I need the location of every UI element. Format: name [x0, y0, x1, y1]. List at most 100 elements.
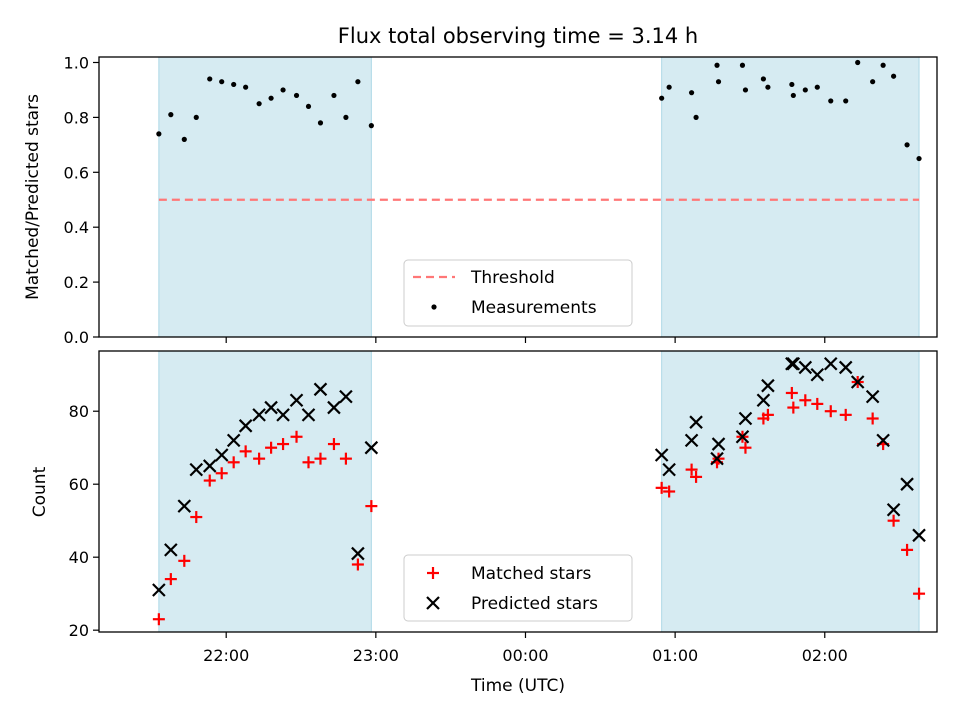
predicted-stars-point	[364, 440, 379, 455]
predicted-stars-point	[654, 448, 669, 462]
count-xtick-label: 00:00	[502, 646, 548, 665]
measurement-point	[790, 92, 796, 99]
measurement-point	[828, 98, 834, 104]
matched-stars-point	[178, 554, 191, 567]
count-ytick-label: 20	[69, 621, 89, 640]
matched-stars-point	[339, 452, 352, 465]
count-panel: 20 40 60 80 22:00 23:00 00:00 01:00 02:00 Count…	[30, 350, 938, 696]
count-legend: Matched stars Predicted stars	[403, 554, 633, 622]
measurement-point	[714, 62, 720, 68]
matched-stars-point	[203, 474, 216, 487]
predicted-stars-point	[823, 356, 838, 371]
ratio-ytick-label: 0.6	[64, 163, 89, 182]
ratio-ytick-label: 0.8	[64, 108, 89, 127]
matched-stars-point	[785, 386, 798, 399]
measurement-point	[688, 90, 695, 96]
matched-stars-point	[901, 543, 914, 556]
predicted-stars-point	[252, 408, 266, 422]
ratio-panel-frame	[98, 56, 938, 338]
measurement-point	[193, 114, 199, 120]
matched-stars-point	[761, 408, 774, 421]
predicted-stars-point	[850, 375, 865, 389]
measurement-point	[715, 79, 722, 85]
matched-stars-point	[690, 470, 703, 483]
predicted-stars-point	[684, 433, 699, 448]
predicted-stars-point	[900, 477, 914, 491]
predicted-stars-point	[738, 411, 753, 426]
measurement-point	[880, 62, 886, 68]
predicted-stars-point	[264, 400, 278, 415]
matched-stars-point	[351, 558, 364, 571]
measurement-point	[916, 155, 922, 162]
matched-stars-point	[787, 401, 800, 414]
measurement-point	[355, 79, 361, 85]
predicted-stars-point	[313, 382, 328, 397]
matched-stars-point	[164, 573, 177, 586]
predicted-stars-point	[152, 583, 166, 597]
matched-stars-point	[655, 481, 668, 494]
matched-stars-point	[839, 408, 852, 421]
measurement-point	[256, 101, 262, 107]
measurement-point	[207, 76, 213, 82]
predicted-stars-point	[711, 437, 726, 451]
measurement-point	[368, 123, 374, 129]
matched-stars-point	[314, 452, 327, 465]
predicted-stars-point	[810, 367, 825, 382]
matched-stars-point	[327, 438, 340, 451]
measurement-point	[305, 103, 312, 110]
predicted-stars-point	[226, 433, 241, 448]
ratio-ytick-label: 0.2	[64, 273, 89, 292]
measurement-point	[268, 95, 274, 101]
measurement-point	[891, 73, 897, 79]
measurement-point	[760, 76, 767, 82]
measurement-point	[331, 92, 337, 99]
predicted-stars-point	[202, 459, 217, 473]
count-observing-span	[661, 350, 920, 633]
measurement-point	[168, 112, 174, 118]
predicted-stars-point	[912, 528, 926, 543]
ratio-legend: Threshold Measurements	[403, 259, 633, 327]
measurement-point	[843, 98, 849, 104]
count-xtick-label: 02:00	[802, 646, 848, 665]
count-ytick-label: 40	[69, 548, 89, 567]
measurement-point	[904, 142, 910, 148]
predicted-stars-point	[214, 448, 229, 462]
predicted-stars-point	[786, 356, 801, 371]
matched-stars-point	[215, 467, 228, 480]
predicted-stars-point	[327, 400, 341, 415]
predicted-stars-point	[189, 462, 204, 477]
matched-stars-point	[866, 412, 879, 425]
predicted-stars-point	[351, 546, 365, 561]
predicted-stars-point	[735, 429, 750, 444]
measurement-point	[742, 87, 749, 93]
predicted-stars-point	[876, 433, 890, 448]
predicted-stars-point	[756, 393, 771, 408]
predicted-stars-point	[301, 408, 316, 422]
matched-stars-point	[685, 463, 698, 476]
measurement-point	[814, 84, 820, 90]
count-ylabel: Count	[30, 466, 50, 517]
predicted-stars-point	[689, 415, 703, 429]
measurement-point	[666, 84, 672, 90]
matched-stars-point	[277, 438, 290, 451]
count-ytick-label: 80	[69, 402, 89, 421]
predicted-stars-point	[289, 393, 304, 408]
measurement-point	[280, 87, 286, 93]
predicted-stars-point	[710, 451, 724, 466]
ratio-observing-span	[158, 56, 372, 338]
ratio-ytick-label: 0.0	[64, 328, 89, 347]
ratio-ytick-label: 1.0	[64, 53, 89, 72]
measurement-point	[870, 79, 876, 85]
predicted-stars-point	[886, 502, 901, 517]
predicted-stars-point	[238, 419, 253, 433]
count-xtick-label: 01:00	[652, 646, 698, 665]
ratio-ytick-label: 0.4	[64, 218, 89, 237]
predicted-stars-point	[662, 462, 676, 477]
predicted-stars-point	[177, 499, 192, 513]
count-ytick-label: 60	[69, 475, 89, 494]
matched-stars-point	[824, 405, 837, 418]
measurement-point	[231, 81, 237, 88]
count-observing-span	[158, 350, 372, 633]
matched-stars-point	[811, 397, 824, 410]
